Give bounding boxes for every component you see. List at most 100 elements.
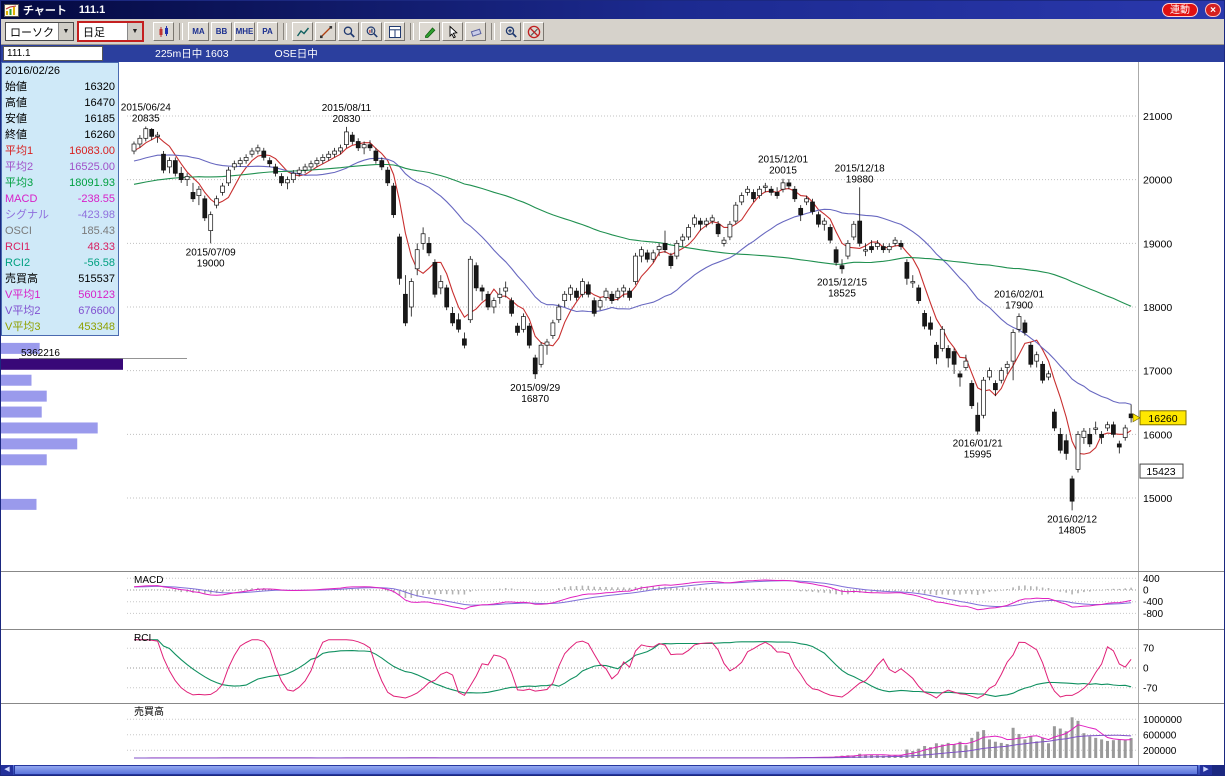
quote-row-value: 16185 (84, 113, 115, 125)
link-toggle-button[interactable]: 連動 (1162, 3, 1198, 17)
horizontal-scrollbar[interactable]: ◀ ▶ (1, 765, 1224, 775)
quote-row: V平均1 560123 (2, 287, 118, 303)
candle (1028, 344, 1034, 365)
zoom-chart-button[interactable] (361, 22, 382, 41)
price-axis-label: 16000 (1143, 429, 1172, 441)
volume-bar (1088, 736, 1092, 758)
candle (698, 220, 703, 225)
candle (692, 217, 697, 225)
scroll-left-button[interactable]: ◀ (1, 765, 13, 775)
candle (798, 207, 804, 216)
candle (202, 198, 208, 219)
candle (916, 287, 922, 301)
candle (1010, 332, 1016, 362)
candle (491, 300, 497, 308)
candle (827, 227, 833, 241)
volume-profile-bar (1, 498, 37, 510)
rci-axis-label: -70 (1143, 683, 1158, 694)
volume-bar (864, 754, 868, 758)
volume-bar (1129, 738, 1133, 758)
candle (556, 306, 562, 321)
quote-row: MACD -238.55 (2, 191, 118, 207)
volume-bar (1094, 737, 1098, 758)
mhe-indicator-button[interactable]: MHE (234, 22, 255, 41)
candle (255, 147, 261, 152)
timeframe-dropdown[interactable]: 日足 ▼ (77, 21, 144, 42)
candle (869, 246, 874, 251)
candle (462, 338, 467, 346)
candle (639, 249, 644, 257)
candle (344, 131, 349, 145)
candle (998, 370, 1004, 381)
candle (178, 172, 184, 181)
candle (184, 176, 190, 181)
scroll-right-button[interactable]: ▶ (1200, 765, 1212, 775)
axis-labels-layer: 21000 20000 19000 18000 17000 16000 15000 16260… (1132, 111, 1187, 757)
candle (715, 223, 721, 235)
scrollbar-thumb[interactable] (14, 765, 1198, 775)
candle (786, 182, 792, 187)
candle (397, 236, 402, 279)
quote-row-value: 16525.00 (69, 161, 115, 173)
candle (497, 293, 503, 298)
annotation-date: 2015/08/11 (322, 103, 372, 114)
candle (149, 129, 155, 137)
annotation-date: 2016/01/21 (953, 439, 1003, 450)
indicator-window-button[interactable] (384, 22, 405, 41)
candle-style-button[interactable] (153, 22, 174, 41)
bb-indicator-button[interactable]: BB (211, 22, 232, 41)
volume-profile-bar (1, 454, 47, 466)
quote-row-label: RCI1 (5, 241, 31, 253)
zoom-settings-button[interactable] (500, 22, 521, 41)
macd-axis-label: 0 (1143, 586, 1149, 597)
gridlines-layer (127, 62, 1139, 766)
window-title: チャート (23, 5, 67, 17)
volume-profile-bar (1, 406, 42, 418)
quote-row-value: 18091.93 (69, 177, 115, 189)
quote-row: RCI2 -56.58 (2, 255, 118, 271)
symbol-input[interactable] (3, 46, 103, 61)
close-button[interactable]: × (1205, 3, 1221, 17)
zoom-icon (343, 26, 355, 38)
cursor-button[interactable] (442, 22, 463, 41)
candle (167, 160, 172, 168)
ma-indicator-button[interactable]: MA (188, 22, 209, 41)
line-chart-button[interactable] (292, 22, 313, 41)
volume-profile-layer: 5362216 (1, 342, 187, 510)
candle (373, 150, 379, 161)
volume-bar (1011, 727, 1015, 758)
volume-bar (970, 737, 974, 758)
annotation-date: 2016/02/12 (1047, 514, 1097, 525)
draw-disabled-button[interactable] (523, 22, 544, 41)
candle (1016, 316, 1022, 330)
price-axis-label: 19000 (1143, 238, 1172, 250)
trend-tool-button[interactable] (315, 22, 336, 41)
volume-bar (952, 744, 956, 758)
eraser-button[interactable] (465, 22, 486, 41)
candle (385, 169, 391, 184)
candle (780, 182, 786, 190)
volume-bar (911, 751, 915, 758)
candle (479, 287, 485, 292)
quote-row-label: 安値 (5, 113, 27, 125)
candle (857, 220, 863, 244)
volume-profile-max-label: 5362216 (21, 348, 60, 359)
zoom-button[interactable] (338, 22, 359, 41)
chart-area[interactable]: 53622162015/06/24208352015/07/0919000201… (1, 62, 1224, 767)
quote-row: V平均2 676600 (2, 303, 118, 319)
toolbar: ローソク ▼ 日足 ▼ MA BB MHE PA (1, 19, 1224, 45)
candle (963, 360, 969, 368)
candle (467, 258, 473, 321)
scrollbar-corner (1212, 765, 1224, 775)
quote-row-label: 平均2 (5, 161, 34, 173)
pa-indicator-button[interactable]: PA (257, 22, 278, 41)
volume-bar (1106, 740, 1109, 758)
draw-pencil-button[interactable] (419, 22, 440, 41)
candle (1105, 424, 1110, 429)
candle (503, 287, 509, 292)
candle (644, 252, 650, 260)
candle (757, 188, 762, 196)
volume-bar (1005, 744, 1009, 758)
quote-row: OSCI 185.43 (2, 223, 118, 239)
chart-type-dropdown[interactable]: ローソク ▼ (5, 22, 74, 41)
